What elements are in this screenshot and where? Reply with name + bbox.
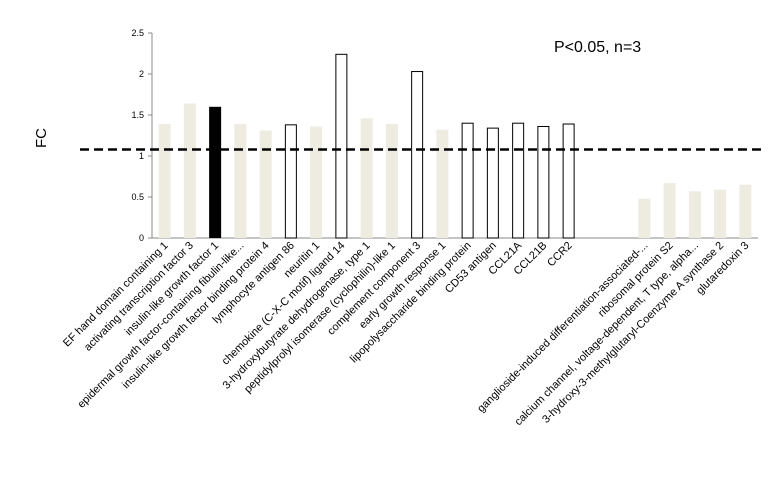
bar [739, 184, 752, 238]
bar [663, 183, 676, 238]
bar [310, 126, 323, 238]
y-tick-label: 1.5 [131, 110, 144, 120]
bar [183, 103, 196, 239]
significance-annotation: P<0.05, n=3 [554, 39, 641, 56]
bar [158, 124, 171, 238]
bar [234, 124, 247, 238]
bar [537, 125, 550, 239]
bar [638, 198, 651, 238]
y-tick-label: 0 [139, 233, 144, 243]
bar [335, 53, 348, 239]
bar [486, 127, 499, 239]
bar [714, 189, 727, 238]
y-tick-label: 1 [139, 151, 144, 161]
bar [385, 124, 398, 238]
bar [436, 129, 449, 238]
bar [461, 122, 474, 239]
bar [688, 191, 701, 238]
bar [360, 118, 373, 238]
bar [411, 71, 424, 239]
y-tick-label: 0.5 [131, 192, 144, 202]
bar [562, 123, 575, 239]
bar [512, 122, 525, 239]
x-category-label: CCR2 [545, 240, 575, 270]
bar [284, 124, 297, 239]
bar [259, 130, 272, 238]
y-tick-label: 2 [139, 69, 144, 79]
bar [209, 106, 222, 238]
y-tick-label: 2.5 [131, 28, 144, 38]
y-axis-title: FC [33, 128, 50, 148]
x-category-label: 3-hydroxy-3-methylglutaryl-Coenzyme A sy… [540, 240, 726, 426]
x-category-label: calcium channel, voltage-dependent, T ty… [512, 240, 701, 429]
